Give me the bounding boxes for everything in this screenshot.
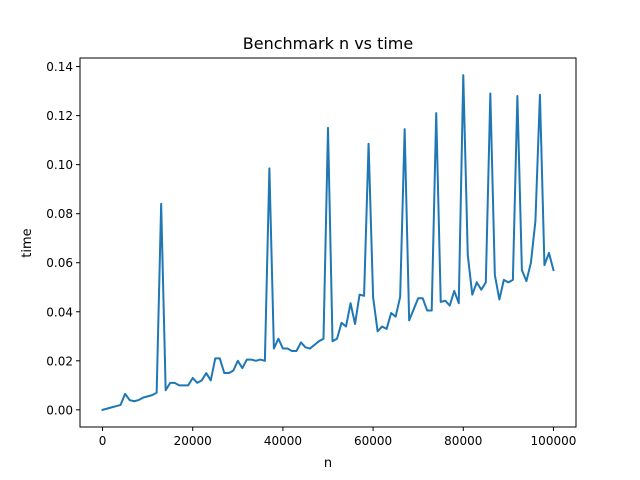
y-tick-label: 0.08: [46, 207, 73, 221]
y-tick-label: 0.12: [46, 109, 73, 123]
x-axis: 0 20000 40000 60000 80000 100000: [99, 427, 577, 448]
y-tick-label: 0.10: [46, 158, 73, 172]
axes-frame: [79, 57, 577, 428]
y-tick-label: 0.02: [46, 354, 73, 368]
y-tick-label: 0.06: [46, 256, 73, 270]
x-tick-label: 40000: [264, 434, 302, 448]
y-tick-label: 0.14: [46, 60, 73, 74]
y-tick-label: 0.00: [46, 403, 73, 417]
x-tick-label: 20000: [174, 434, 212, 448]
y-axis: 0.00 0.02 0.04 0.06 0.08 0.10 0.12 0.14: [46, 60, 80, 417]
plot-area: [101, 74, 555, 412]
chart-title: Benchmark n vs time: [243, 34, 413, 53]
x-axis-label: n: [324, 456, 332, 471]
x-tick-label: 60000: [354, 434, 392, 448]
x-tick-label: 0: [99, 434, 107, 448]
x-tick-label: 100000: [531, 434, 577, 448]
y-tick-label: 0.04: [46, 305, 73, 319]
y-axis-label: time: [20, 228, 35, 257]
x-tick-label: 80000: [444, 434, 482, 448]
series-line-time: [101, 74, 555, 412]
